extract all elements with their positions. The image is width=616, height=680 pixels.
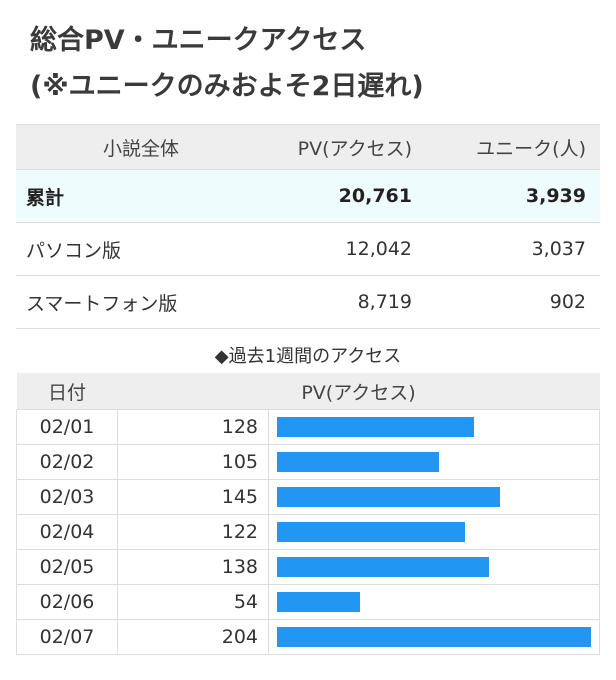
weekly-row-bar-cell: [268, 584, 600, 620]
summary-table: 小説全体 PV(アクセス) ユニーク(人) 累計 20,761 3,939 パソ…: [16, 124, 600, 329]
summary-row-smartphone: スマートフォン版 8,719 902: [16, 275, 600, 329]
summary-header-scope: 小説全体: [16, 124, 266, 170]
weekly-row-pv: 145: [117, 479, 269, 515]
weekly-row-pv: 105: [117, 444, 269, 480]
weekly-row: 02/02 105: [16, 444, 600, 480]
weekly-row: 02/01 128: [16, 409, 600, 445]
weekly-row-date: 02/07: [16, 619, 118, 655]
summary-header-unique: ユニーク(人): [426, 124, 600, 170]
summary-row-pv: 12,042: [266, 222, 426, 276]
weekly-row-pv: 128: [117, 409, 269, 445]
summary-row-label: 累計: [16, 169, 266, 223]
weekly-row-pv: 138: [117, 549, 269, 585]
summary-row-unique: 3,037: [426, 222, 600, 276]
weekly-row-pv: 54: [117, 584, 269, 620]
weekly-row-date: 02/02: [16, 444, 118, 480]
weekly-row: 02/04 122: [16, 514, 600, 550]
weekly-row-date: 02/04: [16, 514, 118, 550]
weekly-row: 02/05 138: [16, 549, 600, 585]
summary-row-pv: 8,719: [266, 275, 426, 329]
weekly-row-bar: [277, 557, 490, 577]
weekly-header-pv: PV(アクセス): [117, 373, 600, 410]
weekly-row-bar: [277, 627, 591, 647]
weekly-row-date: 02/03: [16, 479, 118, 515]
weekly-row: 02/06 54: [16, 584, 600, 620]
weekly-row-date: 02/01: [16, 409, 118, 445]
weekly-header-row: 日付 PV(アクセス): [16, 373, 600, 410]
weekly-row-date: 02/06: [16, 584, 118, 620]
summary-row-label: パソコン版: [16, 222, 266, 276]
weekly-row-date: 02/05: [16, 549, 118, 585]
summary-row-unique: 3,939: [426, 169, 600, 223]
weekly-row-bar: [277, 592, 361, 612]
summary-row-unique: 902: [426, 275, 600, 329]
weekly-row-bar-cell: [268, 619, 600, 655]
weekly-row: 02/03 145: [16, 479, 600, 515]
weekly-row-pv: 122: [117, 514, 269, 550]
page-title-line2: (※ユニークのみおよそ2日遅れ): [30, 71, 424, 102]
weekly-row-bar-cell: [268, 444, 600, 480]
weekly-access-table: 日付 PV(アクセス) 02/01 128 02/02 105 02/03 14…: [16, 373, 600, 655]
page-title: 総合PV・ユニークアクセス (※ユニークのみおよそ2日遅れ): [30, 18, 424, 110]
summary-row-total: 累計 20,761 3,939: [16, 169, 600, 223]
weekly-row-bar-cell: [268, 514, 600, 550]
weekly-row: 02/07 204: [16, 619, 600, 655]
weekly-row-pv: 204: [117, 619, 269, 655]
weekly-row-bar: [277, 417, 475, 437]
weekly-row-bar: [277, 487, 501, 507]
weekly-row-bar: [277, 452, 439, 472]
summary-header-pv: PV(アクセス): [266, 124, 426, 170]
summary-header-row: 小説全体 PV(アクセス) ユニーク(人): [16, 124, 600, 170]
weekly-row-bar-cell: [268, 409, 600, 445]
weekly-section-title: ◆過去1週間のアクセス: [214, 346, 402, 367]
summary-row-pc: パソコン版 12,042 3,037: [16, 222, 600, 276]
summary-row-pv: 20,761: [266, 169, 426, 223]
weekly-row-bar: [277, 522, 465, 542]
weekly-row-bar-cell: [268, 549, 600, 585]
page-title-line1: 総合PV・ユニークアクセス: [30, 25, 367, 56]
weekly-header-date: 日付: [16, 373, 118, 410]
summary-row-label: スマートフォン版: [16, 275, 266, 329]
weekly-row-bar-cell: [268, 479, 600, 515]
